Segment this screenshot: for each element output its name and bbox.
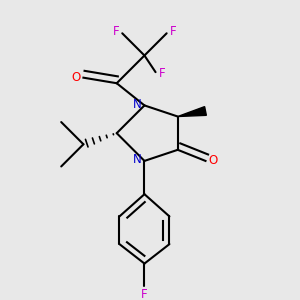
Text: F: F <box>141 288 148 300</box>
Text: F: F <box>169 25 176 38</box>
Text: N: N <box>133 153 142 166</box>
Polygon shape <box>178 106 206 116</box>
Text: O: O <box>71 71 80 84</box>
Text: O: O <box>208 154 218 167</box>
Text: F: F <box>113 25 119 38</box>
Text: N: N <box>133 98 142 110</box>
Text: F: F <box>159 67 166 80</box>
